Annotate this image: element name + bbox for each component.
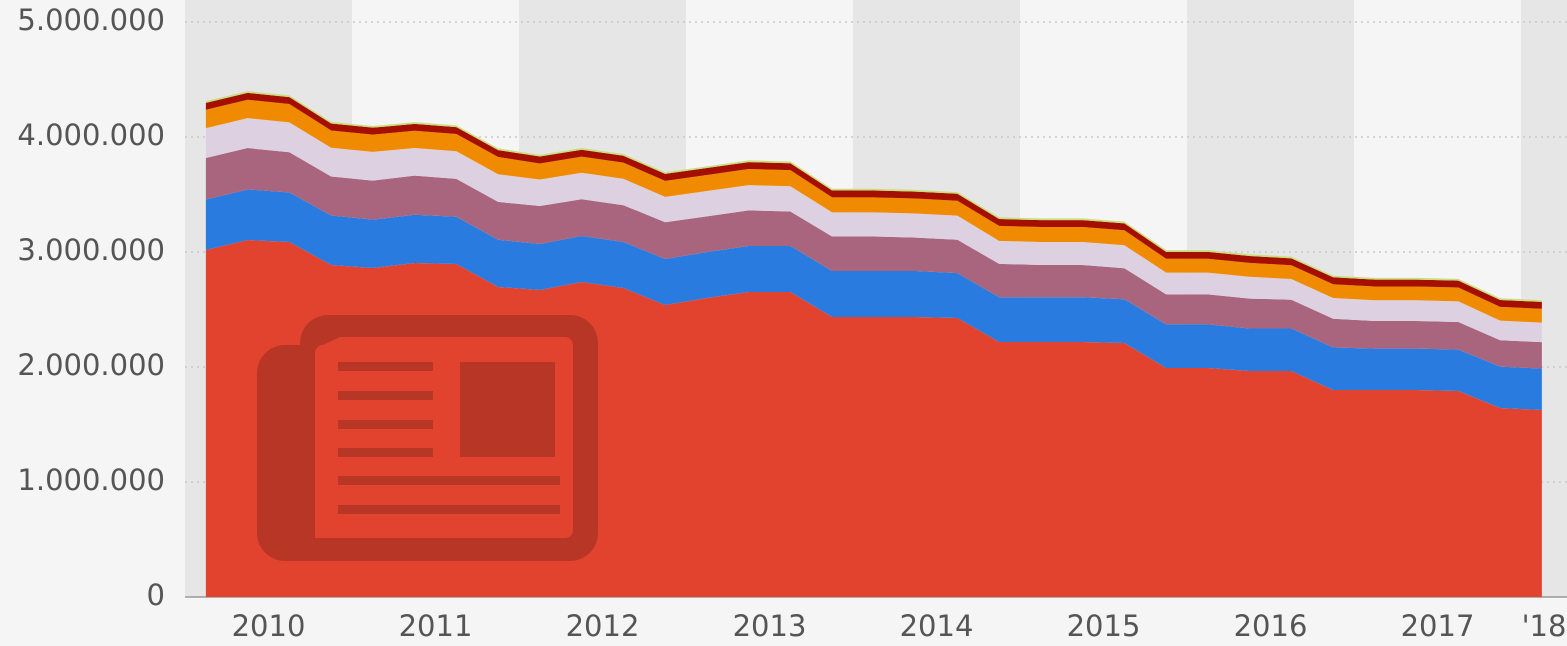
icon-line — [338, 448, 433, 457]
area — [205, 189, 1542, 411]
icon-line — [338, 391, 433, 400]
icon-line — [338, 476, 560, 485]
icon-line — [338, 420, 433, 429]
x-tick-label: 2014 — [900, 609, 974, 643]
area — [205, 92, 1542, 309]
y-tick-label: 4.000.000 — [17, 118, 165, 152]
y-tick-label: 3.000.000 — [17, 233, 165, 267]
area — [205, 148, 1542, 369]
icon-line — [338, 362, 433, 371]
y-tick-label: 1.000.000 — [17, 463, 165, 497]
icon-frame — [257, 315, 598, 561]
icon-photo — [460, 362, 555, 457]
x-tick-label: '18 — [1522, 609, 1567, 643]
labels: 2010 2011 2012 2013 2014 2015 2016 2017 '18 0 1.00… — [17, 3, 1566, 643]
area — [205, 240, 1542, 598]
newspaper-icon — [257, 315, 598, 561]
y-tick-label: 0 — [147, 578, 165, 612]
areas — [205, 91, 1542, 598]
x-tick-label: 2010 — [232, 609, 306, 643]
area — [205, 118, 1542, 343]
x-tick-label: 2013 — [733, 609, 807, 643]
x-tick-label: 2012 — [566, 609, 640, 643]
x-tick-label: 2011 — [399, 609, 473, 643]
x-tick-label: 2016 — [1234, 609, 1308, 643]
y-tick-label: 5.000.000 — [17, 3, 165, 37]
x-tick-label: 2017 — [1401, 609, 1475, 643]
y-tick-label: 2.000.000 — [17, 348, 165, 382]
x-tick-label: 2015 — [1067, 609, 1141, 643]
icon-line — [338, 505, 560, 514]
area — [205, 99, 1542, 323]
